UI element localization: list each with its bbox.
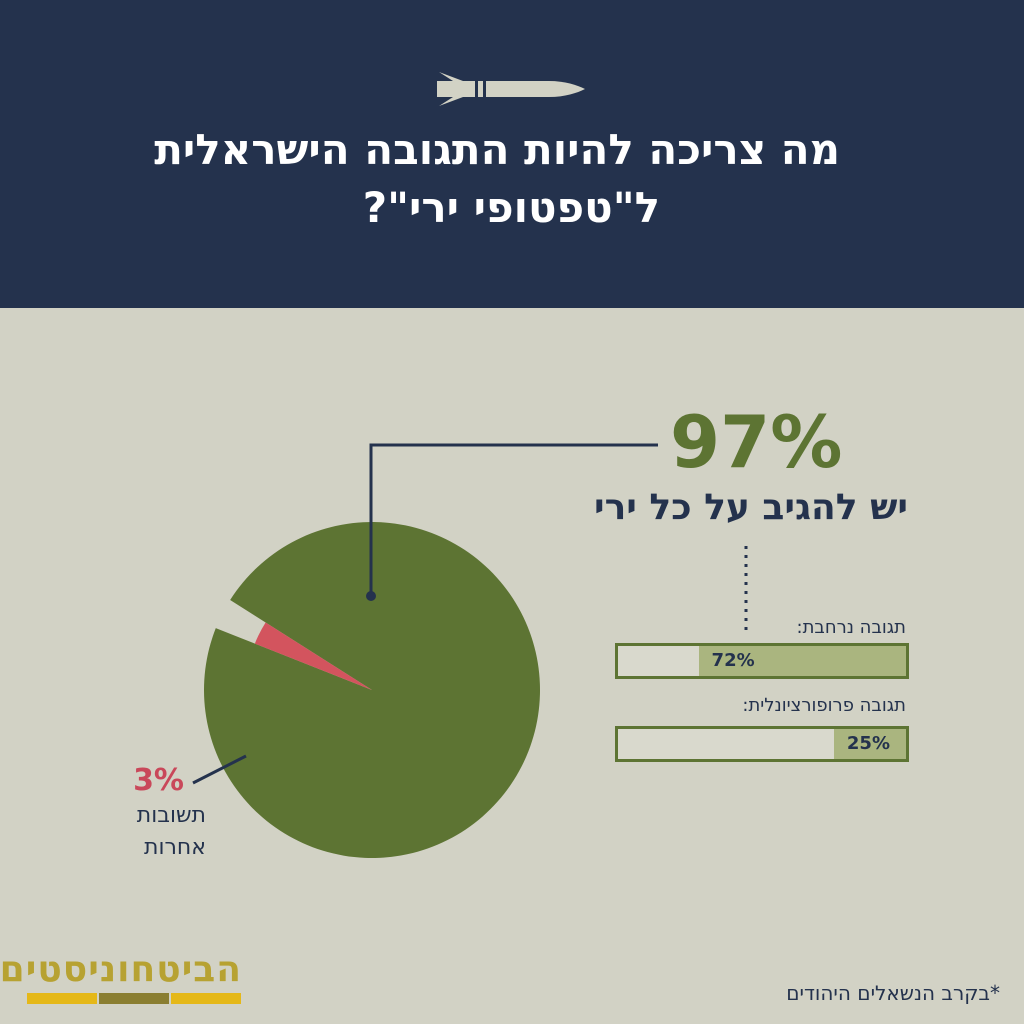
bar-label-wide: תגובה נרחבת: xyxy=(796,617,906,638)
main-leader-line xyxy=(369,443,658,596)
bar-label-proportional: תגובה פרופורציונלית: xyxy=(742,695,906,716)
bar-fill-wide xyxy=(698,646,906,676)
main-leader-dot xyxy=(366,591,376,601)
pie-slice-main xyxy=(203,522,540,859)
bar-value-proportional: 25% xyxy=(846,733,890,754)
pie-chart xyxy=(192,443,748,859)
bar-value-wide: 72% xyxy=(711,650,755,671)
header-banner: מה צריכה להיות התגובה הישראלית ל"טפטופי … xyxy=(0,0,1024,308)
page-title-line1: מה צריכה להיות התגובה הישראלית xyxy=(154,125,840,174)
rocket-icon xyxy=(437,72,585,106)
pie-slice-other xyxy=(254,622,372,690)
bar-proportional: 25% xyxy=(615,726,909,762)
brand-stripes xyxy=(27,993,241,1004)
bar-fill-proportional xyxy=(834,729,906,759)
brand-stripe xyxy=(27,993,97,1004)
brand-logo: הביטחוניסטים xyxy=(0,949,242,990)
brand-stripe xyxy=(99,993,169,1004)
brand-stripe xyxy=(171,993,241,1004)
main-percent-label: 97% xyxy=(670,400,843,484)
other-label-line1: תשובות xyxy=(136,803,206,828)
bar-wide: 72% xyxy=(615,643,909,679)
other-leader-line xyxy=(192,754,247,785)
other-label-line2: אחרות xyxy=(144,835,206,860)
other-slice-label: תשובות אחרות xyxy=(60,800,206,864)
footnote: *בקרב הנשאלים היהודים xyxy=(786,981,1000,1005)
page-title-line2: ל"טפטופי ירי"? xyxy=(362,183,660,232)
main-slice-label: יש להגיב על כל ירי xyxy=(594,487,908,528)
other-percent-label: 3% xyxy=(133,763,184,798)
